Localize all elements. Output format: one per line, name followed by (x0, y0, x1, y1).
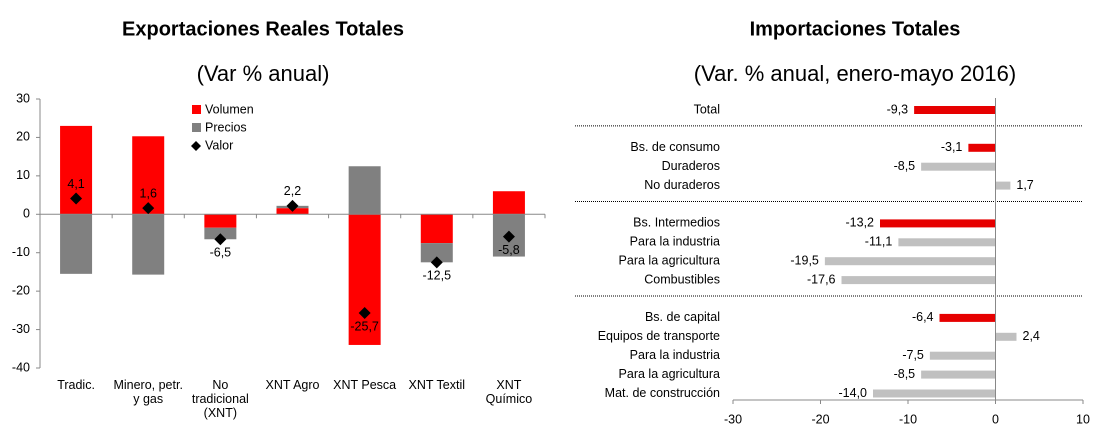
marker (70, 192, 83, 205)
bar (348, 214, 381, 345)
bar (921, 370, 996, 379)
chart-title: Importaciones Totales (750, 18, 961, 40)
data-label: -6,5 (210, 246, 232, 260)
y-tick-label: Mat. de construcción (605, 386, 720, 400)
data-label: -8,5 (894, 367, 916, 381)
x-tick-label: -20 (811, 412, 829, 426)
y-tick-label: Para la agricultura (619, 253, 720, 267)
bar (880, 219, 996, 228)
x-tick-label: Minero, petr. y gas (113, 378, 183, 406)
data-label: -8,5 (894, 159, 916, 173)
marker (286, 199, 299, 212)
bar (898, 238, 996, 247)
bar (204, 214, 237, 228)
x-tick-label: XNT Textil (408, 378, 466, 392)
bar (492, 191, 525, 215)
bar (929, 351, 996, 360)
y-tick-label: -10 (12, 245, 30, 259)
x-tick-label: 0 (992, 412, 999, 426)
bar (914, 106, 996, 114)
data-label: 1,6 (140, 186, 157, 200)
x-tick-label: Tradic. (57, 378, 95, 392)
bar (824, 257, 996, 266)
y-tick-label: -40 (12, 360, 30, 374)
data-label: -12,5 (423, 269, 452, 283)
chart-subtitle: (Var % anual) (197, 61, 330, 86)
legend-label: Precios (205, 120, 247, 134)
y-tick-label: Para la industria (630, 235, 720, 249)
bar (132, 214, 165, 275)
y-tick-label: Bs. de consumo (630, 140, 720, 154)
bar (995, 181, 1011, 190)
y-tick-label: 30 (16, 91, 30, 105)
bar (873, 389, 996, 398)
y-tick-label: 10 (16, 168, 30, 182)
data-label: -25,7 (350, 319, 379, 333)
bar (921, 162, 996, 171)
legend-marker (191, 141, 201, 151)
data-label: -13,2 (846, 216, 875, 230)
bar (995, 332, 1017, 341)
y-tick-label: Combustibles (644, 272, 720, 286)
bar (939, 313, 996, 322)
marker (502, 230, 515, 243)
marker (430, 256, 443, 269)
bar (420, 214, 453, 244)
legend-label: Volumen (205, 102, 254, 116)
legend-label: Valor (205, 138, 233, 152)
x-tick-label: XNT Químico (485, 378, 533, 406)
data-label: -9,3 (887, 102, 909, 116)
y-tick-label: Para la industria (630, 348, 720, 362)
chart-title: Exportaciones Reales Totales (122, 18, 404, 40)
x-tick-label: 10 (1076, 412, 1090, 426)
x-tick-label: -10 (899, 412, 917, 426)
y-tick-label: Duraderos (662, 159, 720, 173)
y-tick-label: Total (694, 102, 720, 116)
data-label: -14,0 (839, 386, 868, 400)
y-tick-label: -20 (12, 283, 30, 297)
y-tick-label: Equipos de transporte (598, 329, 720, 343)
bar (968, 143, 996, 152)
bar (841, 276, 996, 285)
chart-subtitle: (Var. % anual, enero-mayo 2016) (694, 61, 1016, 86)
bar (60, 214, 93, 274)
data-label: -11,1 (865, 235, 893, 249)
bar (420, 243, 453, 263)
y-tick-label: 20 (16, 130, 30, 144)
marker (142, 202, 155, 215)
data-label: -7,5 (902, 348, 924, 362)
y-tick-label: -30 (12, 322, 30, 336)
data-label: 2,2 (284, 184, 301, 198)
data-label: -3,1 (941, 140, 963, 154)
y-tick-label: 0 (23, 207, 30, 221)
x-tick-label: XNT Pesca (333, 378, 397, 392)
data-label: -5,8 (498, 243, 520, 257)
data-label: 1,7 (1016, 178, 1033, 192)
marker (214, 233, 227, 246)
bar (348, 166, 381, 215)
y-tick-label: Bs. de capital (645, 310, 720, 324)
bar (132, 136, 165, 215)
data-label: 2,4 (1023, 329, 1040, 343)
x-tick-label: No tradicional (XNT) (191, 378, 249, 420)
data-label: -19,5 (790, 253, 819, 267)
data-label: -17,6 (807, 272, 836, 286)
legend-swatch (192, 123, 201, 132)
y-tick-label: Bs. Intermedios (633, 216, 720, 230)
x-tick-label: XNT Agro (265, 378, 320, 392)
marker (358, 307, 371, 320)
data-label: 4,1 (67, 177, 84, 191)
y-tick-label: Para la agricultura (619, 367, 720, 381)
legend-swatch (192, 105, 201, 114)
y-tick-label: No duraderos (644, 178, 720, 192)
data-label: -6,4 (912, 310, 934, 324)
x-tick-label: -30 (724, 412, 742, 426)
